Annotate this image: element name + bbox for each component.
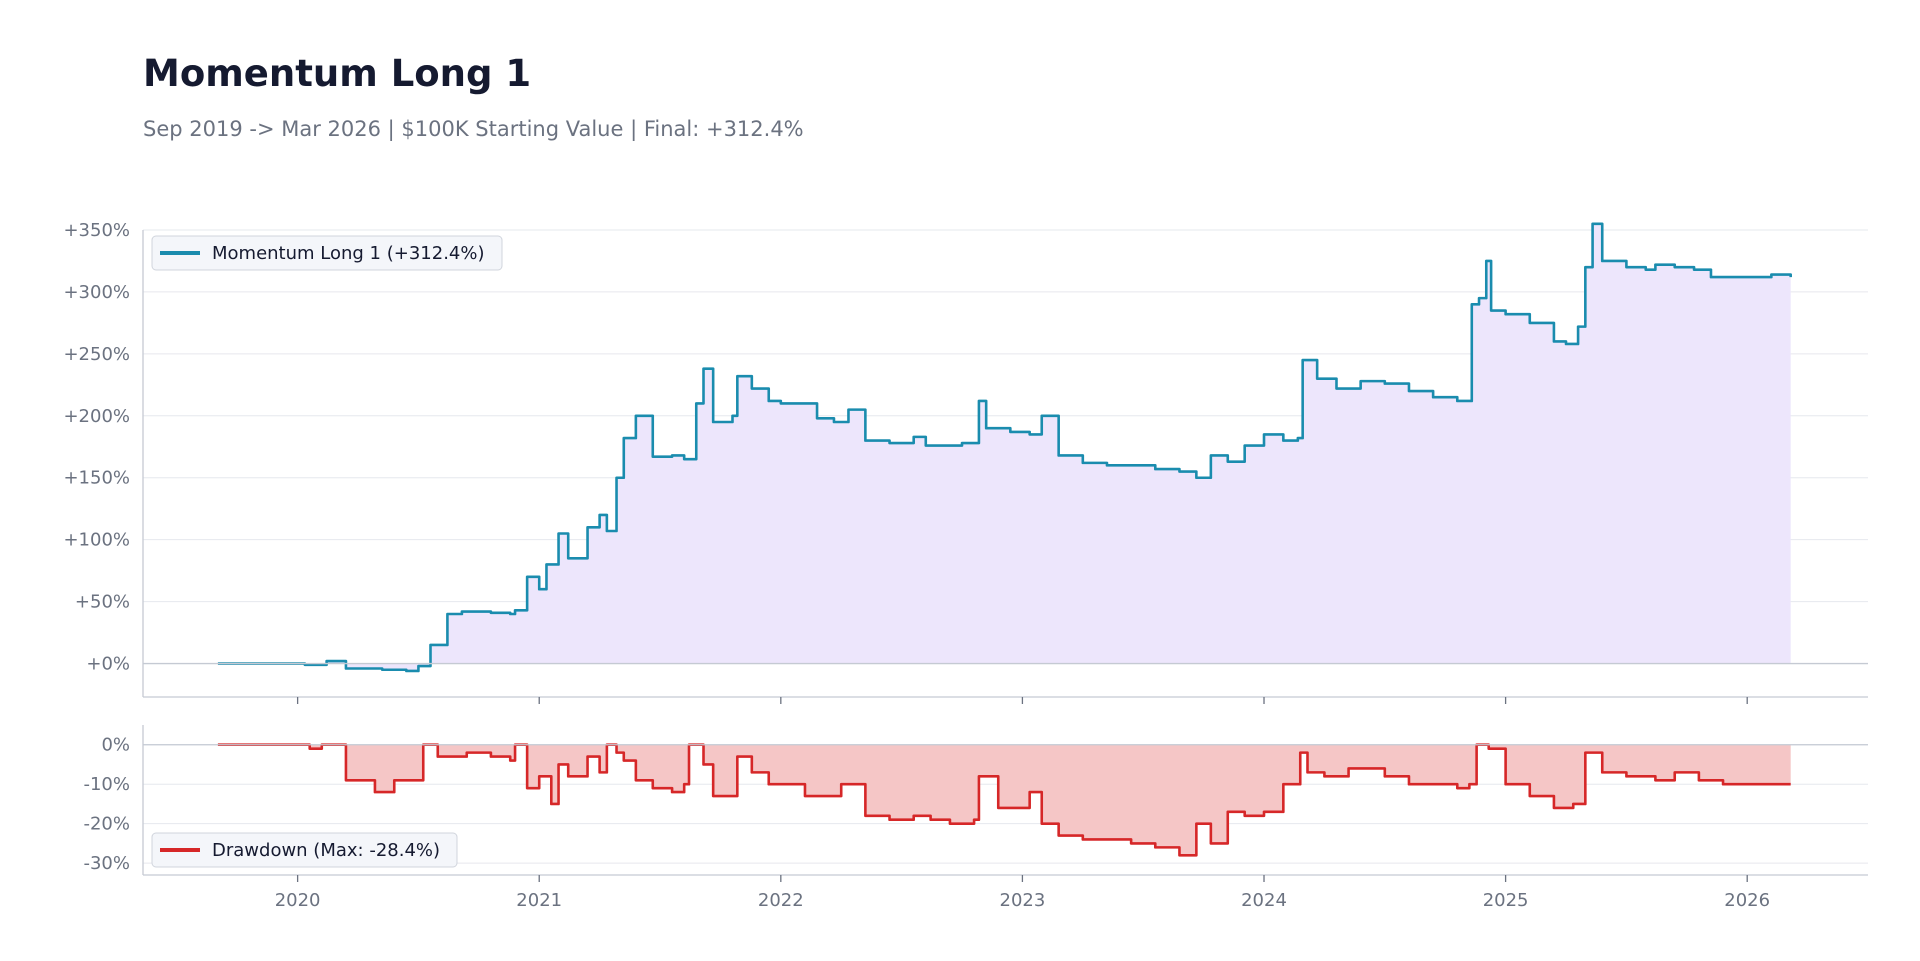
top-y-tick-label: +300%	[63, 282, 130, 303]
equity-legend: Momentum Long 1 (+312.4%)	[151, 235, 503, 271]
equity-line	[217, 222, 1792, 673]
drawdown-line	[217, 743, 1791, 857]
bot-y-tick-label: -20%	[83, 814, 130, 835]
drawdown-y-ticks: 0% -10% -20% -30%	[83, 735, 130, 874]
drawdown-legend-box	[151, 832, 458, 868]
bot-y-tick-label: 0%	[101, 735, 130, 756]
equity-x-tick-marks	[296, 697, 1748, 704]
bot-y-tick-label: -30%	[83, 853, 130, 874]
equity-legend-box	[151, 235, 503, 271]
drawdown-area	[217, 744, 1791, 856]
drawdown-x-tick-label: 2020	[275, 890, 321, 911]
top-y-tick-label: +50%	[75, 592, 130, 613]
drawdown-axes	[142, 725, 1868, 876]
bot-y-tick-label: -10%	[83, 774, 130, 795]
page-title: Momentum Long 1	[143, 52, 532, 95]
page-subtitle: Sep 2019 -> Mar 2026 | $100K Starting Va…	[143, 117, 804, 141]
equity-y-ticks: +0% +50% +100% +150% +200% +250% +300% +350%	[63, 220, 130, 675]
equity-legend-label: Momentum Long 1 (+312.4%)	[212, 243, 485, 264]
drawdown-x-tick-label: 2022	[758, 890, 804, 911]
drawdown-legend-label: Drawdown (Max: -28.4%)	[212, 840, 440, 861]
equity-axes	[142, 230, 1868, 698]
top-y-tick-label: +100%	[63, 530, 130, 551]
drawdown-x-tick-label: 2025	[1483, 890, 1529, 911]
top-y-tick-label: +150%	[63, 468, 130, 489]
drawdown-x-ticks: 2020 2021 2022 2023 2024 2025 2026	[275, 875, 1770, 911]
drawdown-x-tick-label: 2021	[516, 890, 562, 911]
top-y-tick-label: +250%	[63, 344, 130, 365]
top-y-tick-label: +200%	[63, 406, 130, 427]
drawdown-legend: Drawdown (Max: -28.4%)	[151, 832, 458, 868]
equity-area	[217, 223, 1791, 671]
top-y-tick-label: +350%	[63, 220, 130, 241]
drawdown-x-tick-label: 2026	[1724, 890, 1770, 911]
top-y-tick-label: +0%	[86, 654, 130, 675]
drawdown-x-tick-label: 2024	[1241, 890, 1287, 911]
drawdown-x-tick-label: 2023	[1000, 890, 1046, 911]
